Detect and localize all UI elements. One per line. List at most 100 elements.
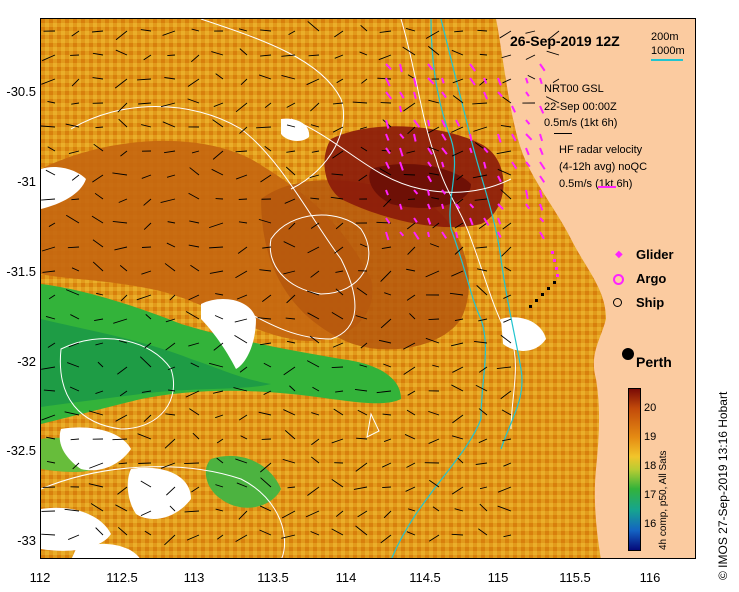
gsl-velocity-arrow xyxy=(360,342,368,349)
glider-track-point xyxy=(555,267,558,270)
gsl-velocity-arrow xyxy=(115,30,128,41)
hf-label: HF radar velocity xyxy=(559,144,643,156)
hf-velocity-arrow xyxy=(413,217,418,223)
gsl-velocity-arrow xyxy=(285,166,296,176)
gsl-velocity-arrow xyxy=(451,49,464,56)
y-tick-label: -33 xyxy=(17,533,36,548)
gsl-velocity-arrow xyxy=(145,314,152,320)
gsl-velocity-arrow xyxy=(69,386,80,392)
glider-icon: ◆ xyxy=(615,249,623,260)
gsl-velocity-arrow xyxy=(213,102,224,108)
gsl-velocity-arrow xyxy=(406,462,416,468)
hf-velocity-arrow xyxy=(539,175,546,183)
x-tick-label: 116 xyxy=(639,570,661,585)
gsl-velocity-arrow xyxy=(406,531,416,536)
gsl-velocity-arrow xyxy=(331,438,344,444)
gsl-velocity-arrow xyxy=(91,215,104,224)
hf-velocity-arrow xyxy=(455,231,459,239)
hf-velocity-arrow xyxy=(399,231,405,237)
gsl-velocity-arrow xyxy=(376,390,392,394)
x-tick-label: 114.5 xyxy=(409,570,441,585)
gsl-velocity-arrow xyxy=(216,438,224,444)
gsl-velocity-arrow xyxy=(47,342,56,348)
credit-text: © IMOS 27-Sep-2019 13:16 Hobart xyxy=(716,391,730,580)
gsl-velocity-arrow xyxy=(474,198,488,201)
gsl-velocity-arrow xyxy=(355,315,368,320)
gsl-velocity-arrow xyxy=(452,414,464,424)
hf-velocity-arrow xyxy=(539,189,543,198)
gsl-velocity-arrow xyxy=(360,24,368,32)
gsl-velocity-arrow xyxy=(382,413,392,416)
ship-icon xyxy=(613,298,622,307)
ssh-contour-6 xyxy=(290,118,512,193)
hf-velocity-arrow xyxy=(385,231,390,241)
gsl-velocity-arrow xyxy=(42,270,56,273)
gsl-velocity-arrow xyxy=(263,390,272,395)
gsl-velocity-arrow xyxy=(383,198,392,208)
gsl-velocity-arrow xyxy=(90,503,104,512)
gsl-velocity-arrow xyxy=(215,508,224,512)
gsl-velocity-arrow xyxy=(140,480,152,488)
sst-map[interactable]: 26-Sep-2019 12Z 200m 1000m NRT00 GSL 22-… xyxy=(40,18,696,559)
hf-velocity-arrow xyxy=(427,119,431,127)
gsl-velocity-arrow xyxy=(190,362,200,368)
gsl-velocity-arrow xyxy=(288,222,296,230)
gsl-velocity-arrow xyxy=(235,174,248,180)
gsl-velocity-arrow xyxy=(382,486,392,489)
gsl-velocity-arrow xyxy=(167,366,176,371)
gsl-velocity-arrow xyxy=(288,30,296,36)
gsl-velocity-arrow xyxy=(167,221,176,224)
hf-velocity-arrow xyxy=(497,217,502,225)
gsl-velocity-arrow xyxy=(359,243,368,248)
isobath-1000m-label: 1000m xyxy=(651,45,685,57)
map-title: 26-Sep-2019 12Z xyxy=(510,33,620,49)
gsl-velocity-arrow xyxy=(70,438,80,441)
hf-velocity-arrow xyxy=(497,231,502,238)
hf-velocity-arrow xyxy=(539,77,543,85)
gsl-velocity-arrow xyxy=(307,312,320,320)
gsl-velocity-arrow xyxy=(281,534,296,539)
gsl-velocity-arrow xyxy=(258,218,272,224)
gsl-velocity-arrow xyxy=(499,30,512,39)
gsl-velocity-arrow xyxy=(475,384,488,392)
colorbar-tick-20: 20 xyxy=(644,402,657,414)
hf-velocity-arrow xyxy=(399,63,403,73)
hf-velocity-arrow xyxy=(399,147,404,157)
gsl-velocity-arrow xyxy=(143,414,152,423)
gsl-velocity-arrow xyxy=(449,292,464,296)
gsl-velocity-arrow xyxy=(71,174,80,181)
gsl-velocity-arrow xyxy=(380,534,392,544)
gsl-velocity-arrow xyxy=(334,246,344,254)
gsl-velocity-arrow xyxy=(502,222,512,230)
gsl-velocity-arrow xyxy=(119,265,128,272)
hf-velocity-arrow xyxy=(469,217,474,226)
gsl-velocity-arrow xyxy=(41,533,56,536)
gsl-velocity-arrow xyxy=(451,384,464,392)
x-tick-label: 113.5 xyxy=(257,570,289,585)
gsl-velocity-arrow xyxy=(307,21,320,32)
hf-velocity-arrow xyxy=(413,119,421,128)
gsl-velocity-arrow xyxy=(70,314,80,320)
hf-velocity-arrow xyxy=(525,119,531,125)
gsl-velocity-arrow xyxy=(283,366,296,376)
gsl-velocity-arrow xyxy=(68,342,80,348)
hf-velocity-arrow xyxy=(427,147,433,155)
gsl-velocity-arrow xyxy=(357,409,368,416)
gsl-velocity-arrow xyxy=(334,54,344,59)
gsl-velocity-arrow xyxy=(311,150,320,153)
y-tick-label: -32 xyxy=(17,354,36,369)
gsl-velocity-arrow xyxy=(259,269,272,272)
gsl-velocity-arrow xyxy=(237,246,248,254)
x-tick-label: 115.5 xyxy=(559,570,591,585)
gsl-velocity-arrow xyxy=(403,342,416,350)
gsl-velocity-arrow xyxy=(162,30,176,36)
gsl-velocity-arrow xyxy=(48,222,56,227)
gsl-velocity-arrow xyxy=(260,477,272,488)
gsl-velocity-arrow xyxy=(287,486,296,489)
cloud-gap-4 xyxy=(127,467,191,519)
gsl-velocity-arrow xyxy=(407,246,416,255)
gsl-velocity-arrow xyxy=(164,534,176,546)
gsl-velocity-arrow xyxy=(409,313,416,320)
hf-velocity-arrow xyxy=(469,147,473,154)
gsl-velocity-arrow xyxy=(238,221,248,224)
